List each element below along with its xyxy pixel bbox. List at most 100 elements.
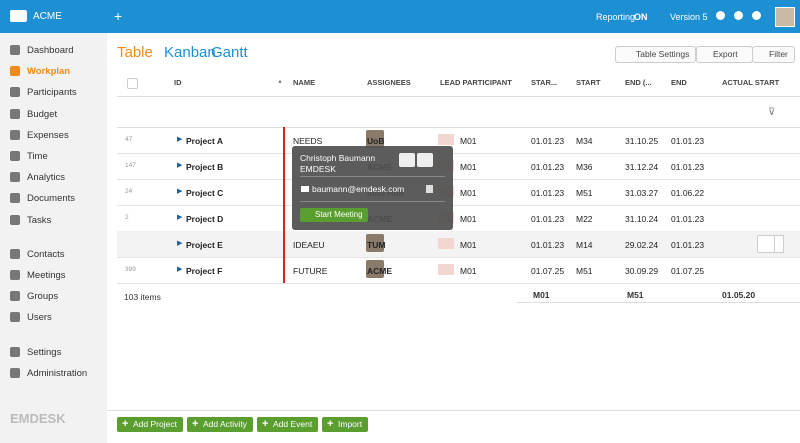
- cell[interactable]: NEEDS: [293, 136, 323, 146]
- cell[interactable]: FUTURE: [293, 266, 328, 276]
- sidebar-item[interactable]: Participants: [27, 87, 77, 99]
- contact-popup: Christoph Baumann EMDESK baumann@emdesk.co…: [292, 146, 453, 230]
- sidebar-item[interactable]: Workplan: [27, 66, 71, 78]
- cell[interactable]: M36: [576, 162, 593, 172]
- cell[interactable]: 147: [125, 162, 136, 169]
- cell[interactable]: 01.01.23: [531, 214, 565, 224]
- sidebar-item[interactable]: Documents: [27, 193, 76, 205]
- cell[interactable]: 31.12.24: [625, 162, 659, 172]
- column-header[interactable]: END (...: [625, 78, 652, 87]
- cell[interactable]: M01: [460, 162, 477, 172]
- popup-call-button[interactable]: [417, 153, 433, 167]
- cell[interactable]: M34: [576, 136, 593, 146]
- cell[interactable]: M22: [576, 214, 593, 224]
- cell[interactable]: 01.07.25: [671, 266, 705, 276]
- edit-dropdown[interactable]: [774, 235, 784, 253]
- app-name[interactable]: ACME: [33, 11, 62, 22]
- cell[interactable]: ACME: [367, 266, 393, 276]
- column-header[interactable]: ACTUAL START: [722, 78, 780, 87]
- bottom-button[interactable]: Import: [322, 417, 369, 432]
- sidebar-item[interactable]: Dashboard: [27, 45, 74, 56]
- cell[interactable]: 30.09.29: [625, 266, 659, 276]
- user-avatar[interactable]: [775, 7, 795, 27]
- sidebar-item[interactable]: Tasks: [27, 214, 52, 226]
- edit-button[interactable]: [757, 235, 775, 253]
- sidebar-item[interactable]: Administration: [27, 367, 88, 379]
- column-filter-icon[interactable]: ⊽: [768, 107, 776, 118]
- reporting-state[interactable]: ON: [634, 12, 648, 22]
- cell[interactable]: 01.01.23: [671, 162, 705, 172]
- status-bar: [283, 231, 285, 257]
- bottom-button[interactable]: Add Event: [257, 417, 319, 432]
- column-header[interactable]: ASSIGNEES: [367, 78, 411, 87]
- sidebar-item[interactable]: Users: [27, 312, 52, 324]
- popup-profile-button[interactable]: [399, 153, 415, 167]
- cell[interactable]: M51: [576, 266, 593, 276]
- cell[interactable]: 47: [125, 136, 133, 143]
- cell[interactable]: M01: [460, 266, 477, 276]
- column-header[interactable]: END: [671, 78, 687, 87]
- cell[interactable]: Project D: [186, 214, 224, 224]
- cell[interactable]: TUM: [367, 240, 386, 250]
- cell[interactable]: M14: [576, 240, 593, 250]
- popup-name: Christoph Baumann: [300, 153, 376, 163]
- sidebar-item[interactable]: Expenses: [27, 129, 69, 141]
- sidebar-item[interactable]: Groups: [27, 291, 59, 303]
- popup-email[interactable]: baumann@emdesk.com: [312, 184, 405, 194]
- cell[interactable]: 31.10.25: [625, 136, 659, 146]
- table-settings-button[interactable]: Table Settings: [615, 46, 697, 63]
- cell[interactable]: 01.01.23: [671, 240, 705, 250]
- cell[interactable]: Project C: [186, 188, 224, 198]
- bottom-button[interactable]: Add Project: [117, 417, 183, 432]
- column-header[interactable]: NAME: [293, 78, 316, 87]
- cell[interactable]: M01: [460, 136, 477, 146]
- sidebar-item[interactable]: Budget: [27, 108, 58, 120]
- cell[interactable]: 2: [125, 214, 129, 221]
- sidebar-item[interactable]: Meetings: [27, 270, 66, 281]
- cell[interactable]: IDEAEU: [293, 240, 325, 250]
- cell[interactable]: M01: [460, 240, 477, 250]
- cell[interactable]: 01.06.22: [671, 188, 705, 198]
- cell[interactable]: 01.01.23: [531, 188, 565, 198]
- expand-arrow: ▶: [177, 188, 183, 195]
- cell[interactable]: 24: [125, 188, 133, 195]
- sidebar-item[interactable]: Contacts: [27, 248, 65, 260]
- popup-org: EMDESK: [300, 164, 336, 174]
- cell[interactable]: 01.01.23: [531, 162, 565, 172]
- cell[interactable]: 29.02.24: [625, 240, 659, 250]
- cell[interactable]: 01.01.23: [671, 214, 705, 224]
- view-tab[interactable]: Gantt: [211, 44, 248, 61]
- cell[interactable]: 01.01.23: [671, 136, 705, 146]
- view-tab[interactable]: Kanban: [164, 44, 216, 61]
- sidebar-item[interactable]: Settings: [27, 346, 62, 358]
- bottom-button[interactable]: Add Activity: [187, 417, 253, 432]
- cell[interactable]: 399: [125, 266, 136, 273]
- cell[interactable]: Project B: [186, 162, 224, 172]
- cell[interactable]: M01: [460, 214, 477, 224]
- cell[interactable]: UoB: [367, 136, 385, 146]
- cell[interactable]: M01: [460, 188, 477, 198]
- sidebar-item[interactable]: Time: [27, 151, 48, 162]
- reporting[interactable]: Reporting: [596, 12, 636, 22]
- cell[interactable]: 31.10.24: [625, 214, 659, 224]
- export-button[interactable]: Export: [696, 46, 753, 63]
- cell[interactable]: Project A: [186, 136, 224, 146]
- cell[interactable]: 31.03.27: [625, 188, 659, 198]
- filter-button[interactable]: Filter: [752, 46, 795, 63]
- version[interactable]: Version 5: [670, 12, 708, 22]
- column-header[interactable]: STAR...: [531, 78, 558, 87]
- column-header[interactable]: LEAD PARTICIPANT: [440, 78, 512, 87]
- cell[interactable]: M51: [576, 188, 593, 198]
- cell[interactable]: 01.01.23: [531, 240, 565, 250]
- cell[interactable]: 01.07.25: [531, 266, 565, 276]
- add-icon[interactable]: +: [114, 8, 123, 24]
- column-header[interactable]: START: [576, 78, 601, 87]
- start-meeting-button[interactable]: Start Meeting: [300, 208, 368, 222]
- column-header[interactable]: ID: [174, 78, 182, 87]
- sidebar-item[interactable]: Analytics: [27, 172, 66, 184]
- view-tab[interactable]: Table: [117, 44, 153, 61]
- cell[interactable]: Project F: [186, 266, 223, 276]
- cell[interactable]: Project E: [186, 240, 223, 250]
- cell[interactable]: 01.01.23: [531, 136, 565, 146]
